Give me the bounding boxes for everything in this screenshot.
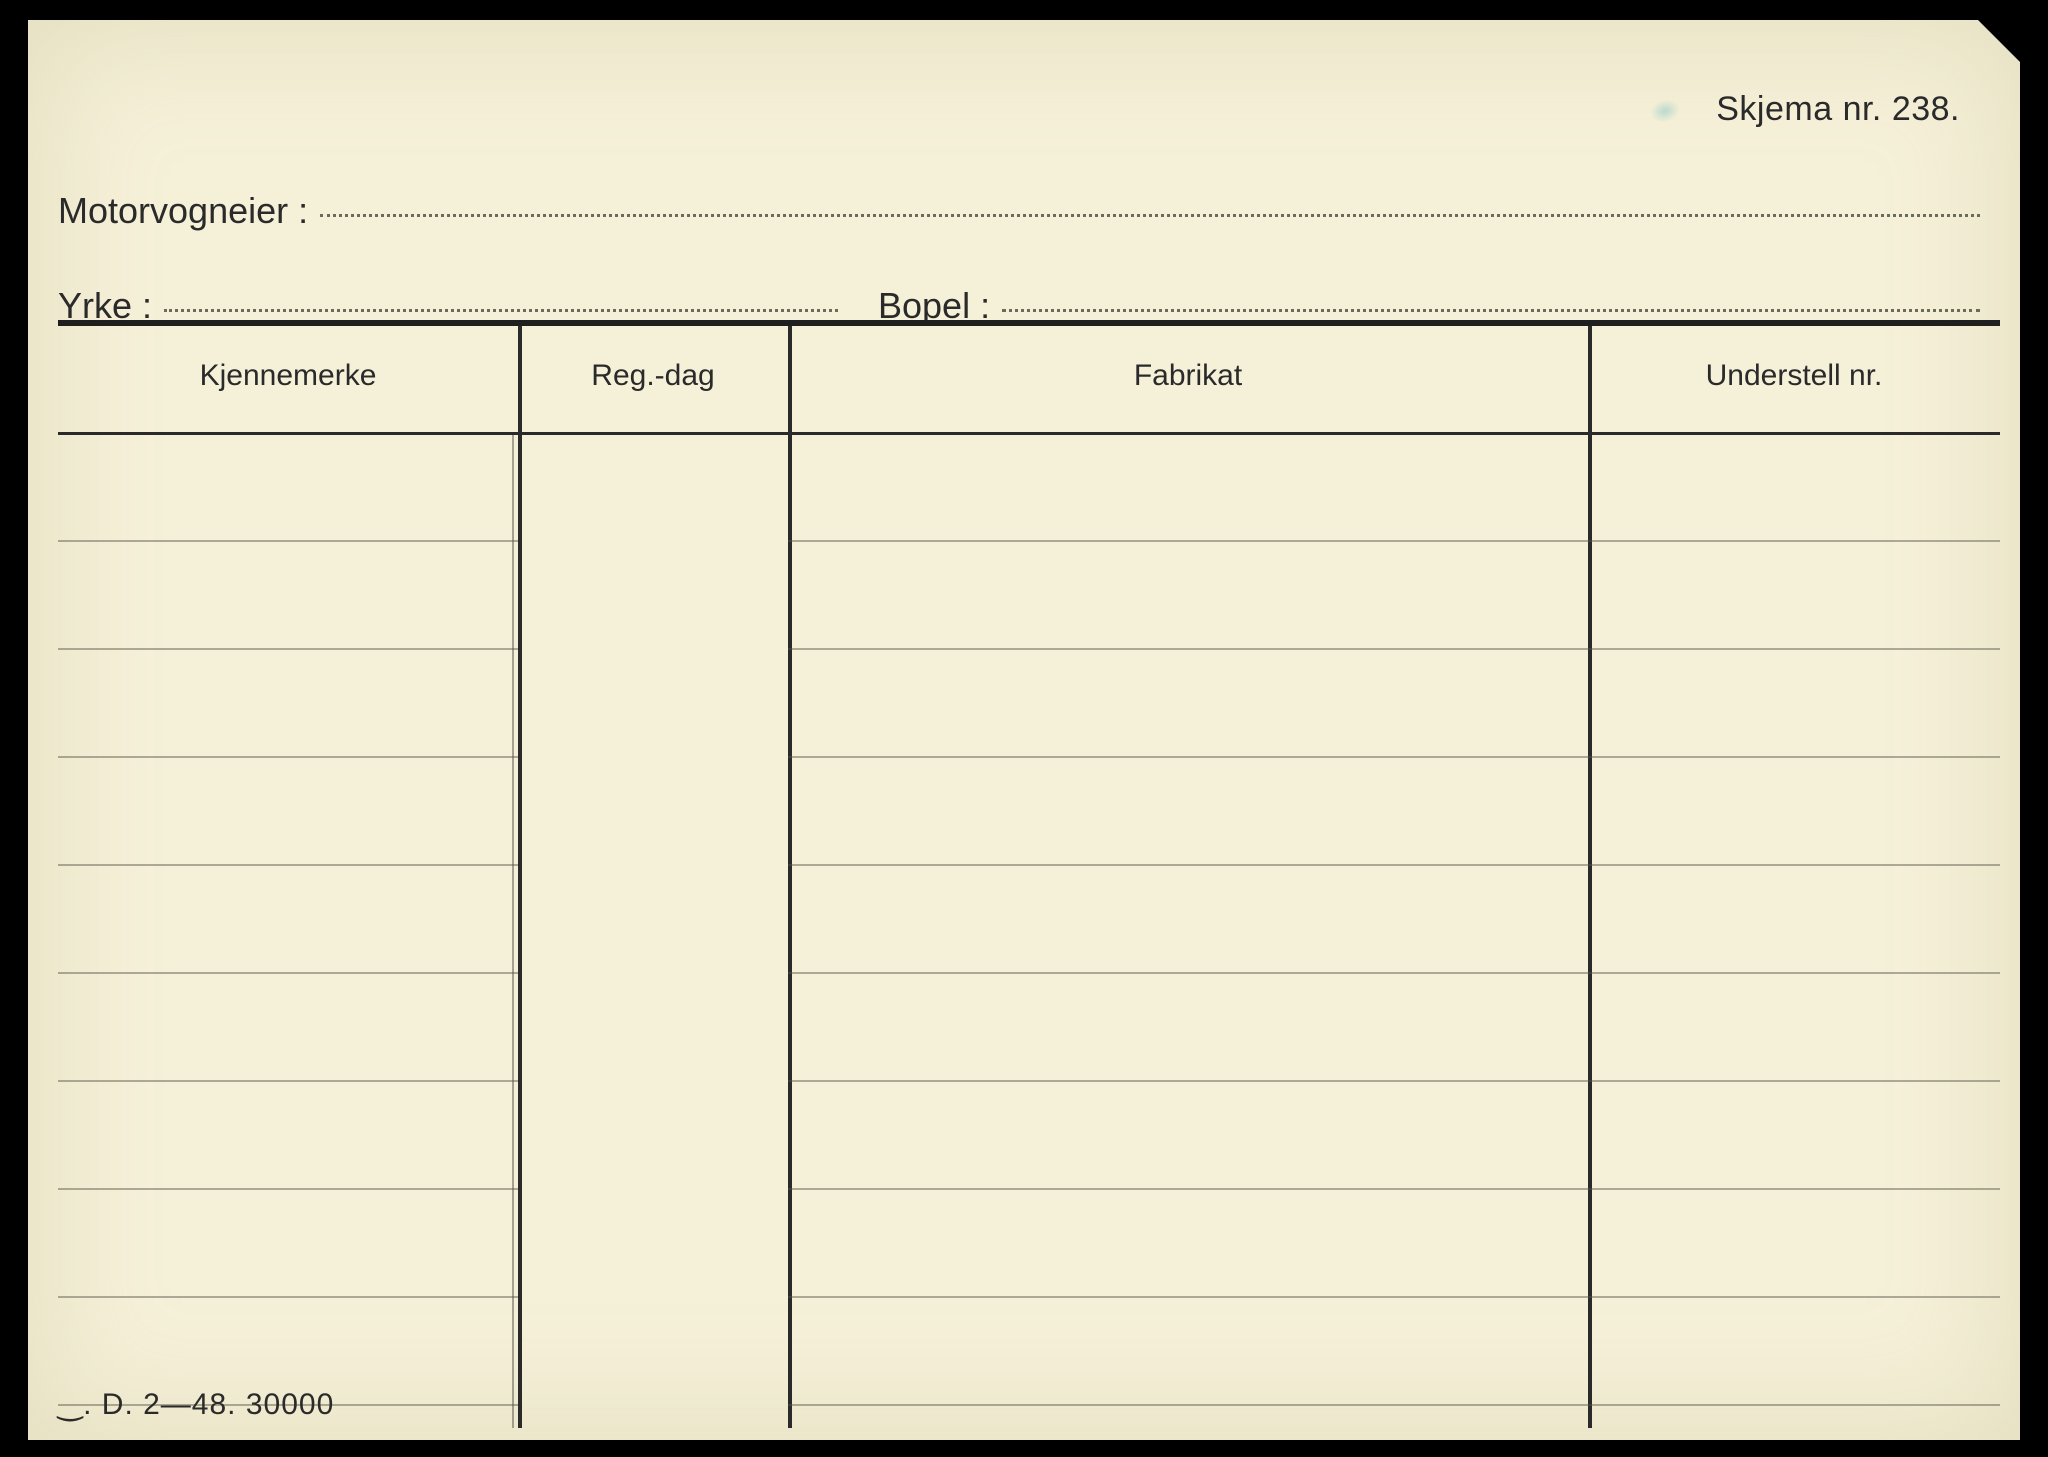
form-number: Skjema nr. 238. [1716, 90, 1960, 129]
row-line [58, 756, 518, 758]
column-header: Kjennemerke [58, 320, 518, 432]
row-line [788, 1080, 2000, 1082]
row-line [788, 756, 2000, 758]
corner-nick [1976, 18, 2022, 64]
column-divider [512, 435, 514, 1428]
column-divider [518, 326, 522, 1428]
row-line [58, 540, 518, 542]
row-line [58, 1188, 518, 1190]
row-line [788, 1404, 2000, 1406]
form-card: Skjema nr. 238. Motorvogneier : Yrke : B… [28, 20, 2020, 1440]
column-divider [1588, 326, 1592, 1428]
column-header: Fabrikat [788, 320, 1588, 432]
row-line [788, 648, 2000, 650]
scan-smudge [1648, 96, 1683, 125]
vehicle-table: KjennemerkeReg.-dagFabrikatUnderstell nr… [58, 320, 2000, 1428]
column-divider [788, 326, 792, 1428]
row-line [58, 1080, 518, 1082]
column-header: Reg.-dag [518, 320, 788, 432]
owner-field-row: Motorvogneier : [58, 190, 1980, 232]
row-line [58, 648, 518, 650]
occupation-input-line[interactable] [164, 309, 838, 312]
row-line [58, 1296, 518, 1298]
table-header-rule [58, 432, 2000, 435]
row-line [58, 864, 518, 866]
row-line [788, 864, 2000, 866]
row-line [788, 972, 2000, 974]
print-code: ‿. D. 2—48. 30000 [58, 1387, 334, 1422]
residence-input-line[interactable] [1002, 309, 1980, 312]
row-line [788, 1296, 2000, 1298]
row-line [58, 972, 518, 974]
row-line [788, 1188, 2000, 1190]
owner-label: Motorvogneier : [58, 190, 320, 232]
row-line [788, 540, 2000, 542]
owner-input-line[interactable] [320, 214, 1980, 217]
column-header: Understell nr. [1588, 320, 2000, 432]
